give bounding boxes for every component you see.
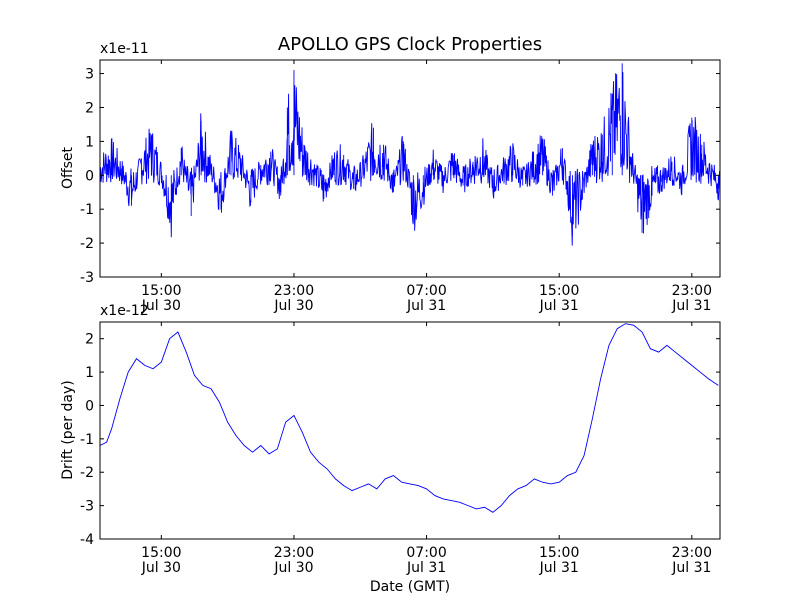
y-tick-label: -1 <box>80 202 94 218</box>
drift-series-line <box>100 323 719 513</box>
y-tick-label: 2 <box>85 332 94 348</box>
x-tick-time-label: 23:00 <box>274 545 314 561</box>
y-tick-label: -3 <box>80 499 94 515</box>
drift-y-axis-label: Drift (per day) <box>60 380 76 479</box>
x-tick-date-label: Jul 31 <box>671 298 711 314</box>
x-tick-date-label: Jul 31 <box>406 298 446 314</box>
y-tick-label: 3 <box>85 67 94 83</box>
x-tick-time-label: 07:00 <box>406 545 446 561</box>
x-tick-date-label: Jul 31 <box>539 298 579 314</box>
offset-axes-frame <box>99 59 721 278</box>
y-tick-label: -2 <box>80 236 94 252</box>
y-tick-label: 1 <box>85 365 94 381</box>
x-tick-time-label: 07:00 <box>406 283 446 299</box>
x-tick-time-label: 23:00 <box>274 283 314 299</box>
x-tick-date-label: Jul 31 <box>539 560 579 576</box>
y-tick-label: 1 <box>85 134 94 150</box>
x-tick-date-label: Jul 30 <box>141 560 181 576</box>
x-tick-date-label: Jul 31 <box>671 560 711 576</box>
drift-scale-label: x1e-12 <box>100 303 149 319</box>
offset-y-axis-label: Offset <box>60 146 76 189</box>
x-tick-date-label: Jul 30 <box>273 560 313 576</box>
x-tick-time-label: 15:00 <box>141 283 181 299</box>
y-tick-label: -4 <box>80 532 94 548</box>
x-tick-time-label: 15:00 <box>539 545 579 561</box>
x-tick-date-label: Jul 30 <box>141 298 181 314</box>
y-tick-label: 0 <box>85 168 94 184</box>
y-tick-label: 2 <box>85 100 94 116</box>
x-tick-time-label: 23:00 <box>672 545 712 561</box>
y-tick-label: 0 <box>85 398 94 414</box>
y-tick-label: -1 <box>80 432 94 448</box>
figure-title: APOLLO GPS Clock Properties <box>278 34 542 55</box>
x-tick-time-label: 15:00 <box>539 283 579 299</box>
x-tick-date-label: Jul 31 <box>406 560 446 576</box>
x-axis-label: Date (GMT) <box>370 579 450 595</box>
y-tick-label: -3 <box>80 270 94 286</box>
x-tick-date-label: Jul 30 <box>273 298 313 314</box>
x-tick-time-label: 23:00 <box>672 283 712 299</box>
drift-axes-frame <box>99 321 721 540</box>
offset-scale-label: x1e-11 <box>100 41 149 57</box>
offset-series-line <box>100 63 720 246</box>
y-tick-label: -2 <box>80 465 94 481</box>
x-tick-time-label: 15:00 <box>141 545 181 561</box>
